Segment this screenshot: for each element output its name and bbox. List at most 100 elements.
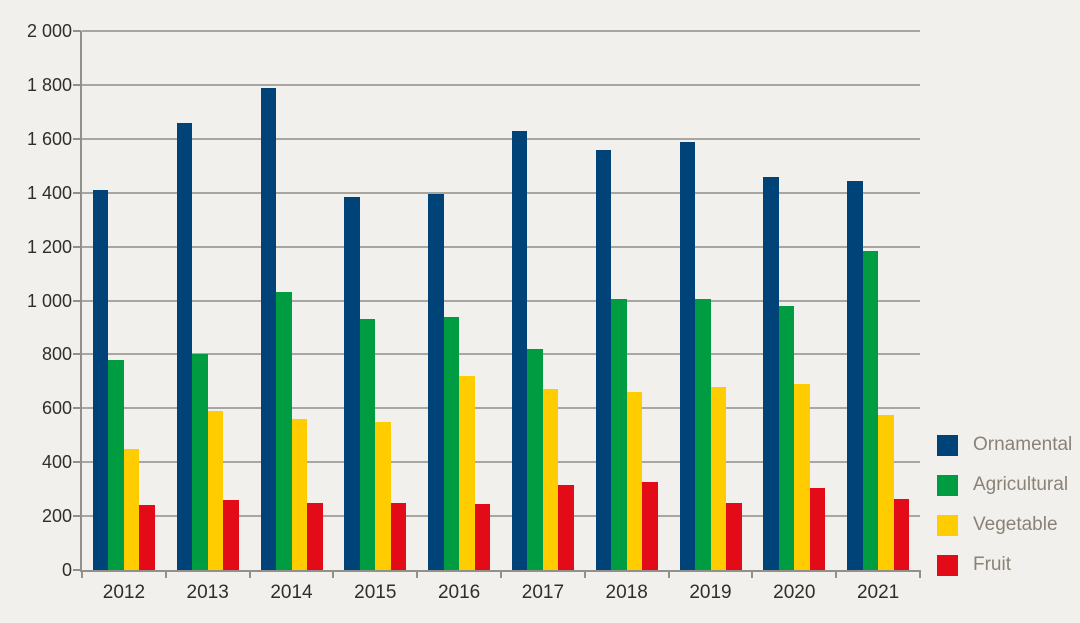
y-axis-line bbox=[80, 31, 82, 572]
y-axis-label: 2 000 bbox=[26, 21, 72, 41]
bar-vegetable-2012 bbox=[123, 448, 140, 570]
x-axis-label: 2013 bbox=[186, 582, 229, 603]
bar-fruit-2015 bbox=[390, 502, 407, 570]
gridline bbox=[82, 515, 920, 518]
x-axis-tick bbox=[919, 570, 921, 578]
x-axis-tick bbox=[583, 570, 586, 578]
x-axis-label: 2012 bbox=[102, 582, 146, 603]
x-axis-tick bbox=[248, 570, 251, 578]
gridline bbox=[82, 245, 920, 248]
legend-label: Agricultural bbox=[973, 474, 1069, 495]
bar-ornamental-2016 bbox=[428, 194, 444, 570]
bar-ornamental-2019 bbox=[679, 141, 695, 570]
legend-label: Vegetable bbox=[973, 514, 1058, 535]
x-axis-tick bbox=[667, 570, 670, 578]
legend-swatch-agricultural bbox=[937, 474, 958, 496]
bar-agricultural-2013 bbox=[192, 354, 208, 570]
bar-vegetable-2018 bbox=[626, 392, 643, 570]
legend-label: Fruit bbox=[973, 554, 1011, 575]
bar-vegetable-2020 bbox=[794, 384, 810, 570]
legend-swatch-vegetable bbox=[937, 514, 958, 536]
bar-ornamental-2017 bbox=[511, 130, 528, 570]
bar-fruit-2018 bbox=[642, 482, 658, 570]
x-axis-label: 2015 bbox=[354, 582, 397, 603]
x-axis-label: 2017 bbox=[521, 582, 565, 603]
bar-agricultural-2014 bbox=[276, 292, 292, 570]
bar-agricultural-2012 bbox=[108, 359, 124, 570]
gridline bbox=[82, 137, 920, 140]
legend-swatch-ornamental bbox=[937, 434, 958, 456]
bar-vegetable-2021 bbox=[878, 415, 894, 570]
bar-fruit-2016 bbox=[474, 503, 491, 570]
bar-agricultural-2017 bbox=[527, 349, 543, 570]
x-axis-tick bbox=[332, 570, 335, 578]
x-axis-label: 2019 bbox=[689, 582, 732, 603]
legend-item-vegetable: Vegetable bbox=[937, 514, 1072, 536]
y-axis-label: 600 bbox=[41, 398, 72, 419]
y-axis-tick bbox=[73, 30, 81, 32]
bar-ornamental-2013 bbox=[176, 122, 193, 570]
bar-fruit-2012 bbox=[139, 505, 155, 570]
gridline bbox=[82, 30, 920, 32]
y-axis-label: 200 bbox=[41, 506, 72, 527]
bar-vegetable-2016 bbox=[459, 375, 475, 570]
bar-ornamental-2018 bbox=[595, 149, 612, 570]
y-axis-label: 1 600 bbox=[26, 128, 72, 149]
y-axis-label: 1 200 bbox=[26, 236, 72, 257]
bar-agricultural-2021 bbox=[862, 250, 879, 570]
y-axis-label: 1 000 bbox=[26, 290, 72, 311]
bar-agricultural-2016 bbox=[443, 316, 460, 570]
bar-agricultural-2015 bbox=[359, 319, 376, 570]
x-axis-tick bbox=[835, 570, 838, 578]
gridline bbox=[82, 461, 920, 464]
bar-fruit-2019 bbox=[726, 502, 742, 570]
bar-vegetable-2014 bbox=[291, 419, 307, 570]
bar-vegetable-2013 bbox=[207, 411, 224, 570]
y-axis-tick bbox=[73, 191, 81, 194]
y-axis-tick bbox=[73, 569, 81, 571]
gridline bbox=[82, 83, 920, 86]
x-axis-label: 2021 bbox=[856, 582, 900, 603]
bar-ornamental-2015 bbox=[344, 196, 360, 570]
y-axis-label: 1 800 bbox=[26, 74, 72, 95]
y-axis-tick bbox=[73, 461, 81, 464]
legend: Ornamental Agricultural Vegetable Fruit bbox=[937, 434, 1072, 576]
x-axis-tick bbox=[164, 570, 167, 578]
y-axis-tick bbox=[73, 353, 81, 356]
y-axis-label: 400 bbox=[41, 452, 72, 473]
bar-vegetable-2019 bbox=[710, 386, 726, 570]
x-axis-label: 2016 bbox=[437, 582, 481, 603]
bar-fruit-2014 bbox=[307, 502, 323, 570]
x-axis-tick bbox=[416, 570, 419, 578]
gridline bbox=[82, 353, 920, 356]
legend-item-agricultural: Agricultural bbox=[937, 474, 1072, 496]
bar-agricultural-2019 bbox=[695, 299, 711, 570]
y-axis-tick bbox=[73, 515, 81, 518]
bar-agricultural-2020 bbox=[778, 305, 795, 570]
x-axis-label: 2018 bbox=[605, 582, 648, 603]
bar-vegetable-2015 bbox=[375, 421, 391, 570]
y-axis-tick bbox=[73, 83, 81, 86]
gridline bbox=[82, 191, 920, 194]
gridline bbox=[82, 407, 920, 410]
legend-swatch-fruit bbox=[937, 554, 958, 576]
legend-item-ornamental: Ornamental bbox=[937, 434, 1072, 456]
x-axis-label: 2020 bbox=[773, 582, 816, 603]
bar-fruit-2013 bbox=[223, 499, 239, 570]
x-axis-tick bbox=[500, 570, 502, 578]
bar-vegetable-2017 bbox=[542, 389, 559, 570]
y-axis-label: 1 400 bbox=[26, 182, 72, 203]
bar-ornamental-2012 bbox=[92, 190, 109, 570]
x-axis-tick bbox=[751, 570, 754, 578]
y-axis-label: 800 bbox=[41, 344, 72, 365]
x-axis-tick bbox=[81, 570, 83, 578]
gridline bbox=[82, 299, 920, 302]
y-axis-tick bbox=[73, 407, 81, 410]
x-axis-label: 2014 bbox=[270, 582, 313, 603]
bar-agricultural-2018 bbox=[611, 299, 627, 570]
bar-ornamental-2014 bbox=[260, 87, 276, 570]
legend-item-fruit: Fruit bbox=[937, 554, 1072, 576]
y-axis-tick bbox=[73, 137, 81, 140]
bar-fruit-2017 bbox=[558, 485, 574, 570]
